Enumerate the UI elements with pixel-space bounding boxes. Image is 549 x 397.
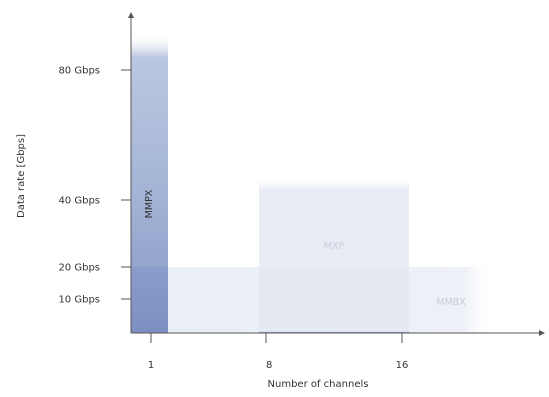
y-tick-label: 40 Gbps: [58, 196, 100, 207]
series-label-mxp: MXP: [324, 241, 345, 252]
bar-mxp: [259, 177, 409, 333]
x-tick-label: 1: [148, 360, 154, 371]
y-axis-arrow-icon: [128, 12, 134, 18]
labels-group: MMBX MXP MMPX 10 Gbps 20 Gbps 40 Gbps 80 Gbps 1…: [16, 66, 466, 391]
x-tick-label: 8: [266, 360, 272, 371]
y-tick-label: 10 Gbps: [58, 295, 100, 306]
x-tick-label: 16: [396, 360, 409, 371]
y-tick-label: 80 Gbps: [58, 66, 100, 77]
axes-group: [121, 12, 545, 343]
bar-mmpx-lower: [131, 267, 168, 333]
y-axis-title: Data rate [Gbps]: [16, 134, 27, 218]
y-tick-label: 20 Gbps: [58, 263, 100, 274]
x-axis-title: Number of channels: [268, 379, 369, 390]
x-axis-arrow-icon: [539, 330, 545, 336]
series-label-mmpx: MMPX: [144, 189, 155, 218]
series-label-mmbx: MMBX: [436, 297, 466, 308]
bars-group: [131, 33, 492, 334]
